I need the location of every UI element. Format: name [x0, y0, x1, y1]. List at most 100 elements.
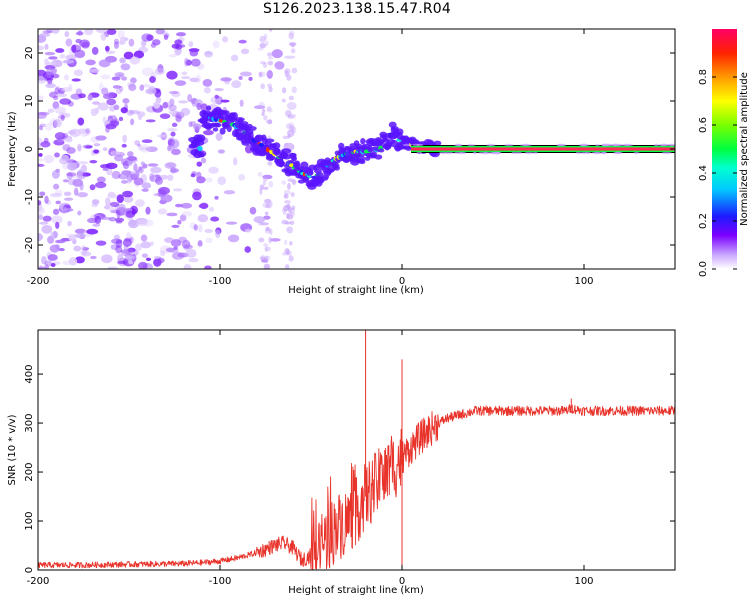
noise-blob	[181, 71, 188, 76]
spectrogram-y-tick-label: -20	[24, 237, 35, 253]
noise-blob	[159, 113, 171, 119]
noise-streak	[264, 211, 269, 216]
noise-streak	[263, 186, 269, 190]
noise-blob	[80, 164, 88, 173]
noise-blob	[101, 87, 109, 96]
carrier-halo	[491, 151, 501, 155]
noise-blob	[196, 176, 206, 184]
noise-blob	[81, 245, 86, 252]
noise-blob	[98, 59, 111, 68]
noise-blob	[119, 36, 126, 45]
noise-blob	[116, 210, 121, 219]
noise-blob	[123, 248, 134, 254]
noise-blob	[170, 131, 176, 137]
noise-streak	[282, 211, 287, 216]
noise-streak	[288, 255, 294, 262]
carrier-halo	[556, 143, 562, 147]
noise-blob	[38, 95, 44, 100]
noise-blob	[122, 238, 132, 247]
noise-blob	[164, 237, 174, 243]
noise-blob	[67, 220, 72, 227]
noise-streak	[268, 160, 273, 167]
noise-blob	[189, 49, 199, 57]
noise-blob	[214, 87, 224, 92]
noise-streak	[265, 72, 272, 77]
noise-blob	[238, 173, 246, 181]
noise-blob	[148, 86, 156, 91]
ridge-blob	[433, 140, 442, 146]
noise-blob	[117, 253, 124, 263]
noise-blob	[123, 51, 134, 60]
snr-y-tick-label: 0	[24, 567, 35, 573]
noise-blob	[204, 228, 214, 233]
noise-blob	[89, 68, 100, 74]
noise-blob	[145, 119, 156, 123]
carrier-halo	[616, 143, 623, 147]
noise-blob	[89, 184, 96, 191]
noise-blob	[50, 231, 59, 239]
noise-blob	[203, 87, 211, 94]
noise-streak	[265, 226, 270, 232]
noise-blob	[263, 215, 271, 220]
noise-blob	[105, 207, 117, 211]
noise-streak	[283, 189, 291, 195]
noise-blob	[149, 172, 155, 182]
carrier-halo	[578, 143, 587, 147]
noise-blob	[140, 241, 152, 249]
noise-blob	[178, 236, 188, 243]
noise-blob	[71, 44, 77, 54]
noise-streak	[289, 220, 295, 226]
noise-blob	[105, 162, 118, 170]
noise-blob	[180, 107, 191, 116]
noise-blob	[269, 238, 281, 242]
noise-blob	[175, 115, 182, 123]
noise-streak	[259, 71, 266, 78]
noise-blob	[163, 34, 169, 41]
noise-blob	[102, 93, 113, 100]
noise-blob	[38, 163, 45, 167]
noise-blob	[89, 159, 98, 164]
noise-blob	[85, 59, 96, 66]
carrier-halo	[524, 151, 534, 155]
noise-blob	[184, 57, 189, 67]
noise-blob	[38, 200, 42, 206]
noise-blob	[59, 54, 66, 59]
noise-streak	[261, 112, 265, 117]
noise-blob	[193, 123, 202, 130]
spectrogram-x-tick-label: 100	[574, 276, 593, 287]
noise-blob	[141, 67, 154, 77]
noise-streak	[268, 200, 273, 206]
noise-blob	[38, 111, 50, 116]
noise-blob	[54, 87, 60, 94]
noise-blob	[60, 114, 65, 121]
ridge-blob	[338, 142, 345, 150]
noise-streak	[264, 246, 272, 252]
noise-blob	[204, 265, 212, 269]
colorbar-tick-label: 0.8	[698, 69, 709, 85]
noise-streak	[284, 239, 288, 246]
noise-blob	[136, 219, 148, 227]
noise-blob	[284, 109, 292, 117]
noise-blob	[55, 85, 61, 91]
noise-blob	[95, 135, 107, 141]
noise-blob	[94, 107, 99, 115]
noise-streak	[266, 106, 272, 111]
noise-blob	[181, 211, 193, 217]
noise-streak	[285, 204, 291, 208]
noise-blob	[105, 50, 116, 54]
noise-streak	[267, 60, 274, 66]
ridge-blob	[281, 148, 292, 154]
ridge-blob	[360, 137, 366, 145]
noise-streak	[268, 180, 274, 188]
noise-blob	[149, 76, 156, 84]
noise-streak	[285, 264, 290, 269]
carrier-halo	[444, 151, 454, 155]
noise-blob	[169, 98, 175, 106]
noise-blob	[166, 128, 178, 132]
noise-blob	[225, 221, 238, 225]
noise-streak	[286, 213, 294, 220]
noise-blob	[92, 101, 101, 105]
noise-blob	[222, 36, 229, 43]
noise-blob	[64, 74, 69, 81]
